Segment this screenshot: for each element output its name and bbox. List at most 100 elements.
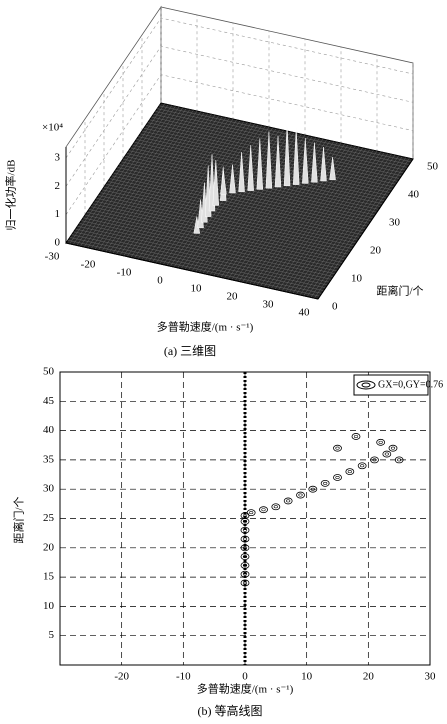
mesh-line [103, 186, 357, 244]
x-axis-label: 多普勒速度/(m · s⁻¹) [197, 682, 294, 696]
ridge-peak [238, 152, 245, 193]
z-tick-label: 2 [55, 180, 61, 192]
z-tick-label: 1 [55, 208, 61, 220]
legend-box [353, 374, 429, 396]
mesh-line [153, 114, 406, 171]
contour-inner [242, 514, 248, 518]
mesh-line [109, 178, 362, 235]
y-tick-label: 10 [351, 273, 363, 285]
mesh-line [113, 172, 366, 230]
y-tick-label: 20 [43, 541, 55, 553]
contour [376, 438, 386, 446]
mesh-line [94, 200, 347, 258]
z-axis-label: 归一化功率/dB [4, 160, 18, 231]
mesh-line [107, 181, 360, 238]
y-axis-label: 距离门/个 [12, 496, 26, 543]
mesh-line [90, 206, 343, 263]
contour [240, 570, 250, 578]
grid-line [65, 17, 414, 159]
contour [357, 462, 367, 470]
x-tick-label: 20 [363, 671, 375, 683]
grid-line [65, 45, 414, 187]
ridge-peak [329, 157, 336, 181]
mesh-line [128, 150, 381, 207]
x-tick-label: 30 [425, 671, 437, 683]
y-axis-label: 距离门/个 [376, 284, 423, 298]
mesh-line [140, 133, 393, 190]
contour-inner [384, 452, 389, 456]
mesh-line [73, 231, 326, 288]
contour-inner [242, 519, 248, 523]
y-tick-label: 0 [332, 301, 338, 313]
y-tick-label: 25 [43, 512, 55, 524]
mesh-line [130, 147, 383, 204]
contour-inner [397, 458, 402, 462]
contour-inner [335, 446, 340, 450]
y-axis [317, 158, 414, 300]
contour-inner [261, 508, 266, 512]
contour-inner [390, 446, 396, 450]
ridge-peak [283, 123, 291, 187]
mesh-line [147, 122, 400, 179]
contour-inner [242, 528, 248, 532]
z-multiplier: ×10⁴ [42, 122, 63, 134]
contour-inner [335, 475, 340, 479]
y-tick-label: 35 [43, 453, 55, 465]
contour-inner [310, 487, 315, 491]
x-tick-label: 40 [299, 307, 311, 319]
mesh-line [96, 198, 349, 255]
contour [320, 479, 330, 487]
contour [240, 526, 250, 534]
mesh-line [145, 125, 398, 182]
ridge-peak [229, 164, 236, 194]
x-axis-label: 多普勒速度/(m · s⁻¹) [157, 320, 254, 334]
contour-inner [323, 481, 328, 485]
mesh-line [149, 119, 402, 176]
legend-label: GX=0,GY=0.76 [378, 379, 443, 390]
contour [333, 474, 342, 481]
mesh-line [71, 234, 324, 291]
contour [259, 506, 268, 514]
contour-inner [347, 470, 352, 474]
mesh-line [115, 170, 368, 227]
contour-inner [242, 563, 248, 567]
contour [240, 561, 250, 569]
ridge-peak [302, 138, 309, 184]
mesh-line [67, 240, 320, 297]
contour-inner [242, 546, 248, 550]
y-tick-label: 45 [43, 395, 55, 407]
mesh-line [102, 189, 355, 246]
contour [351, 433, 361, 440]
x-axis [65, 242, 319, 300]
x-tick-label: 0 [157, 275, 163, 287]
contour [246, 509, 256, 517]
x-tick-label: 20 [227, 291, 239, 303]
mesh-line [92, 203, 345, 260]
y-tick-label: 10 [43, 600, 55, 612]
x-tick-label: 0 [242, 671, 248, 683]
contour-inner [372, 458, 377, 462]
mesh-line [75, 228, 328, 286]
y-tick-label: 50 [427, 161, 439, 173]
caption: (b) 等高线图 [198, 703, 263, 718]
contour [240, 553, 250, 560]
mesh-line [111, 175, 364, 232]
ridge-peak [256, 138, 264, 190]
contour [271, 503, 281, 511]
contour-inner [273, 505, 278, 509]
mesh-line [157, 108, 410, 165]
mesh-line [136, 139, 389, 196]
mesh-line [159, 105, 412, 162]
ridge-peak [265, 131, 273, 189]
contour-inner [360, 464, 365, 468]
ridge-peak [274, 135, 282, 188]
ridge-peak [212, 160, 220, 206]
y-tick-label: 30 [389, 217, 401, 229]
contour-inner [298, 493, 303, 497]
x-tick-label: 30 [263, 299, 275, 311]
contour-inner [353, 434, 359, 438]
contour [240, 544, 250, 552]
contour [240, 579, 250, 587]
x-tick-label: -10 [117, 267, 132, 279]
